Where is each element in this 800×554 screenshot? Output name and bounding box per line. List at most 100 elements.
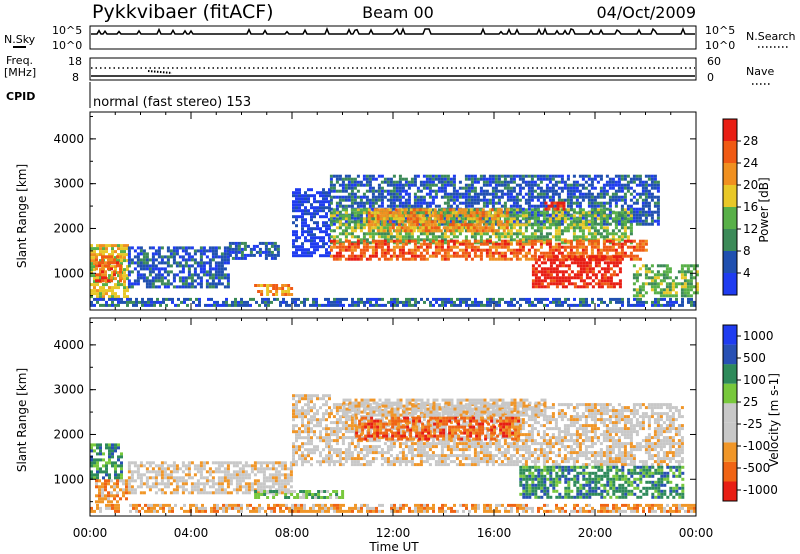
- power-cell: [139, 273, 143, 277]
- power-cell: [581, 254, 585, 258]
- power-cell: [620, 245, 624, 249]
- power-cell: [635, 198, 639, 202]
- power-cell: [488, 201, 492, 205]
- power-cell: [111, 265, 114, 269]
- power-cell: [602, 245, 606, 249]
- power-cell: [385, 217, 389, 221]
- power-cell: [401, 204, 405, 208]
- power-cell: [469, 208, 473, 212]
- velocity-cell: [116, 491, 119, 495]
- power-cell: [295, 218, 298, 222]
- power-cell: [497, 189, 501, 193]
- power-cell: [136, 246, 140, 250]
- power-cell: [117, 247, 120, 251]
- power-cell: [335, 235, 339, 239]
- power-cell: [644, 270, 648, 274]
- power-cell: [359, 257, 363, 261]
- power-cell: [569, 189, 573, 193]
- power-cell: [412, 229, 416, 233]
- power-cell: [609, 255, 613, 259]
- power-cell: [181, 279, 185, 283]
- power-cell: [542, 198, 546, 202]
- power-cell: [377, 186, 381, 190]
- power-cell: [608, 186, 612, 190]
- power-cell: [478, 223, 482, 227]
- power-cell: [184, 285, 188, 289]
- power-cell: [273, 297, 276, 301]
- power-cell: [579, 261, 583, 265]
- power-cell: [292, 221, 295, 225]
- power-cell: [440, 177, 444, 181]
- power-cell: [440, 239, 444, 243]
- power-cell: [485, 248, 489, 252]
- power-cell: [172, 276, 176, 280]
- power-cell: [551, 251, 555, 255]
- power-cell: [437, 180, 441, 184]
- power-cell: [689, 294, 693, 298]
- power-cell: [446, 180, 450, 184]
- power-cell: [650, 219, 654, 223]
- power-cell: [295, 233, 298, 237]
- power-cell: [527, 217, 531, 221]
- power-cell: [398, 174, 402, 178]
- power-cell: [431, 235, 435, 239]
- power-cell: [449, 248, 453, 252]
- power-cell: [650, 288, 654, 292]
- power-cell: [220, 273, 224, 277]
- power-cell: [626, 213, 630, 217]
- power-cell: [446, 198, 450, 202]
- power-cell: [350, 201, 354, 205]
- power-cell: [90, 265, 93, 269]
- power-cell: [443, 251, 447, 255]
- power-cell: [228, 247, 232, 251]
- power-cell: [498, 300, 501, 304]
- power-cell: [231, 241, 235, 245]
- power-cell: [531, 264, 535, 268]
- power-cell: [602, 229, 606, 233]
- power-cell: [341, 177, 345, 181]
- power-cell: [518, 174, 522, 178]
- power-cell: [416, 174, 420, 178]
- power-cell: [127, 264, 131, 268]
- power-cell: [356, 226, 360, 230]
- velocity-cell: [163, 491, 167, 495]
- power-cell: [471, 303, 474, 307]
- power-cell: [417, 300, 420, 304]
- power-cell: [464, 201, 468, 205]
- power-cell: [214, 276, 218, 280]
- power-cell: [570, 276, 574, 280]
- power-cell: [647, 267, 651, 271]
- power-cell: [683, 279, 687, 283]
- power-cell: [307, 233, 310, 237]
- power-cell: [623, 186, 627, 190]
- power-cell: [310, 242, 313, 246]
- power-cell: [614, 251, 618, 255]
- power-cell: [626, 174, 630, 178]
- power-cell: [214, 246, 218, 250]
- power-cell: [111, 244, 114, 248]
- power-cell: [476, 180, 480, 184]
- power-cell: [332, 189, 336, 193]
- power-cell: [101, 261, 104, 265]
- power-cell: [641, 282, 645, 286]
- power-cell: [521, 195, 525, 199]
- power-cell: [370, 211, 374, 215]
- power-cell: [594, 255, 598, 259]
- power-cell: [401, 211, 405, 215]
- power-cell: [470, 248, 474, 252]
- power-cell: [569, 226, 573, 230]
- power-cell: [114, 286, 117, 290]
- power-cell: [559, 201, 563, 205]
- power-cell: [258, 250, 262, 254]
- power-cell: [379, 208, 383, 212]
- power-cell: [397, 223, 401, 227]
- power-cell: [591, 300, 594, 304]
- power-cell: [303, 297, 306, 301]
- power-cell: [371, 235, 375, 239]
- power-cell: [356, 189, 360, 193]
- power-cell: [479, 238, 483, 242]
- power-cell: [542, 257, 546, 261]
- power-cell: [590, 183, 594, 187]
- power-cell: [344, 183, 348, 187]
- velocity-cell: [142, 491, 146, 495]
